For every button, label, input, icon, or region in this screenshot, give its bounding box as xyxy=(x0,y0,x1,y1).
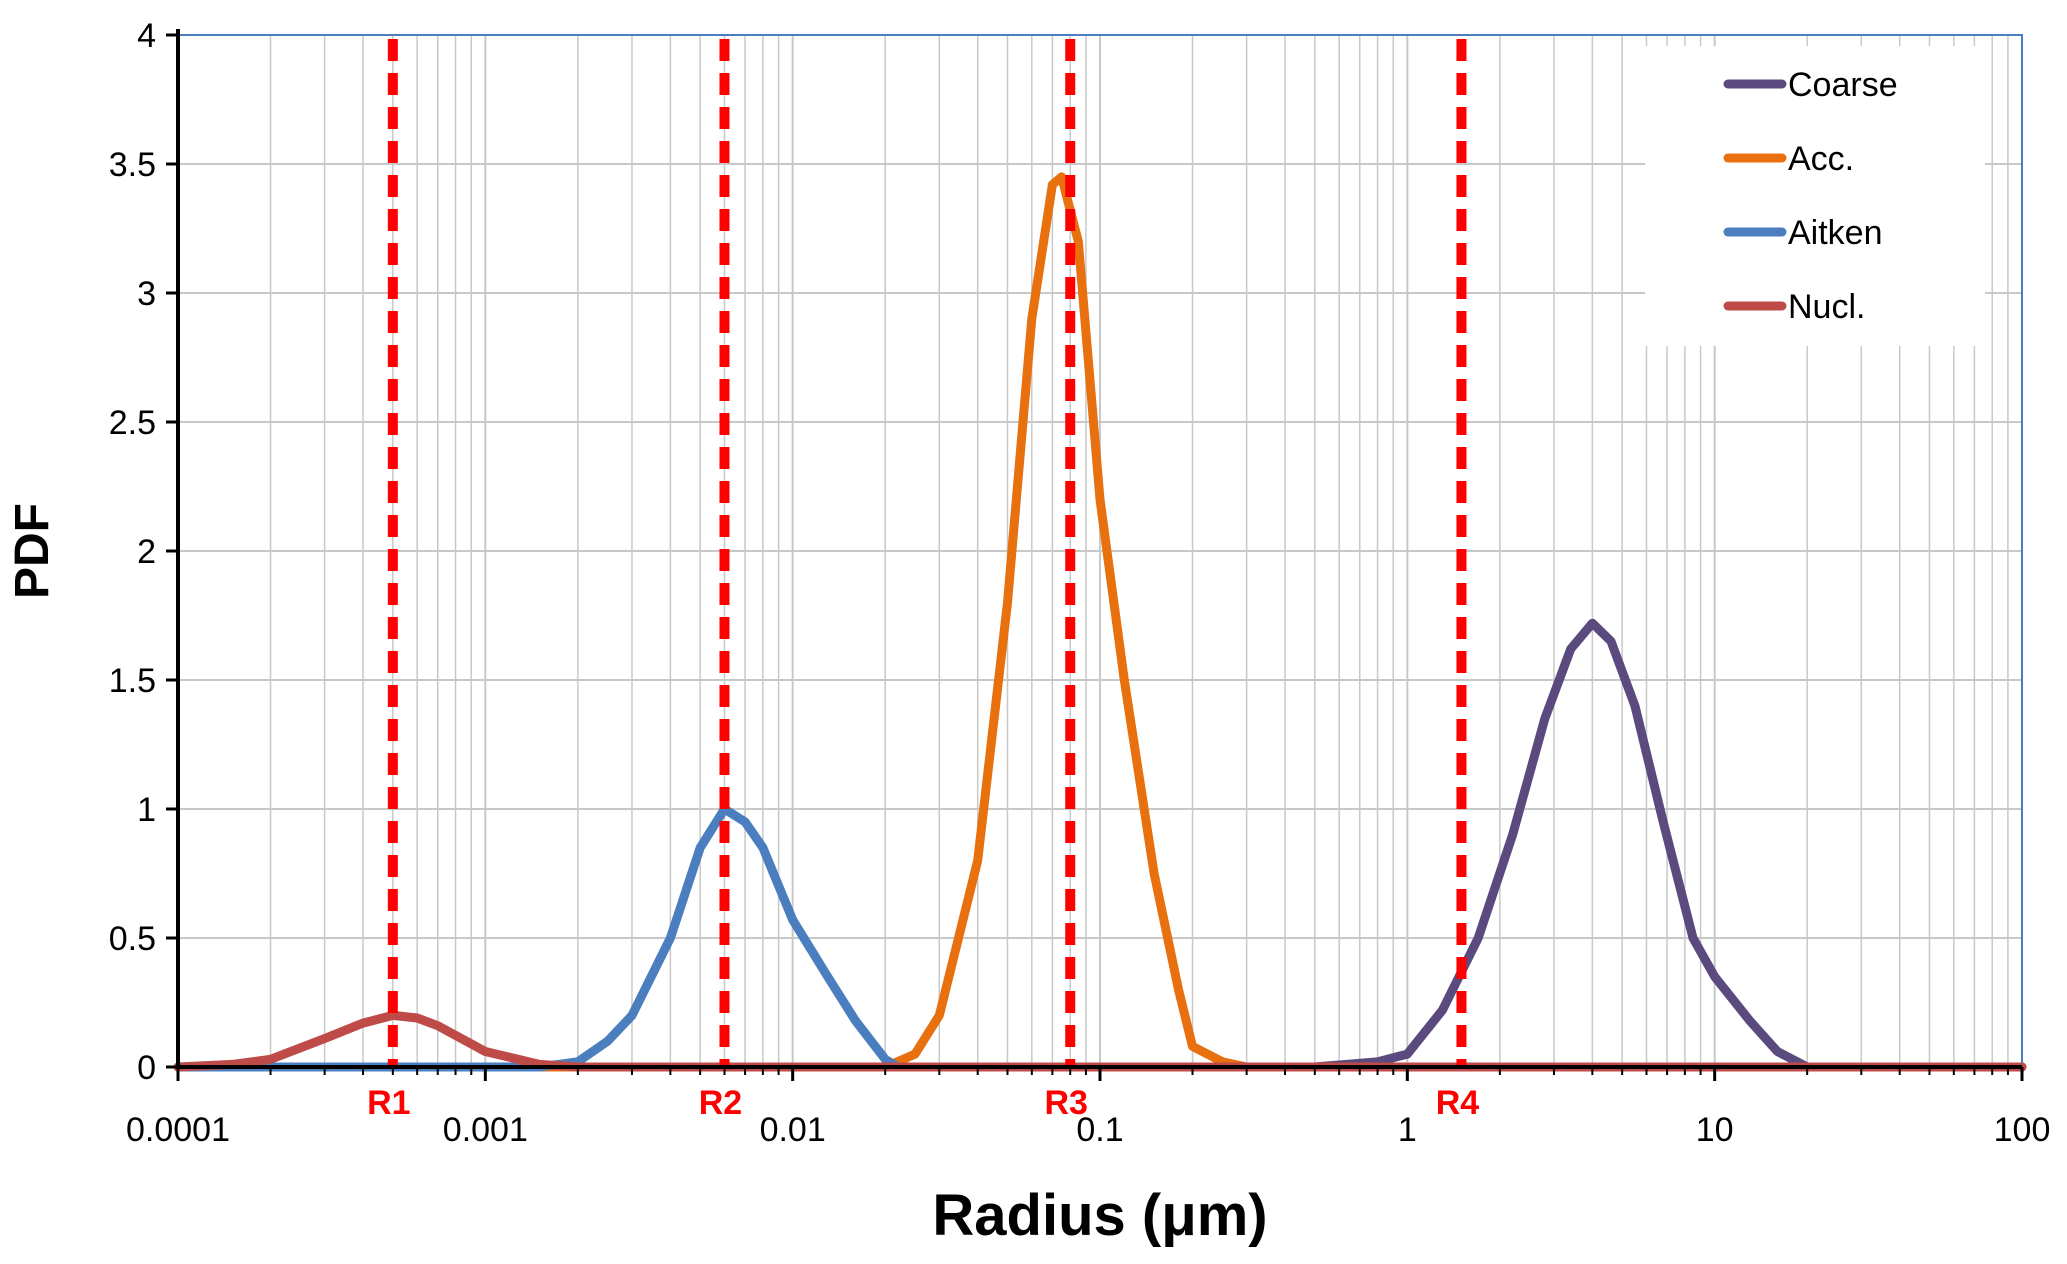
x-tick-label: 0.1 xyxy=(1076,1111,1123,1149)
marker-label-r4: R4 xyxy=(1436,1084,1480,1122)
legend-label: Acc. xyxy=(1788,140,1854,178)
y-axis-title: PDF xyxy=(6,503,59,599)
vertical-markers: R1 R2 R3 R4 xyxy=(367,39,1479,1122)
marker-label-r3: R3 xyxy=(1044,1084,1087,1122)
axes: 0 0.5 1 1.5 2 2.5 3 3.5 4 0.0001 0.001 0.01 0.1 1 10 10… xyxy=(109,17,2051,1149)
series-line-acc xyxy=(173,172,2027,1072)
legend: Coarse Acc. Aitken Nucl. xyxy=(1645,46,1985,346)
y-tick-label: 3 xyxy=(137,275,156,313)
legend-box xyxy=(1645,46,1985,346)
y-tick-label: 1.5 xyxy=(109,662,156,700)
x-axis-title: Radius (μm) xyxy=(932,1183,1267,1248)
x-tick-label: 1 xyxy=(1398,1111,1417,1149)
x-tick-label: 0.01 xyxy=(760,1111,826,1149)
y-tick-label: 2.5 xyxy=(109,404,156,442)
y-tick-label: 4 xyxy=(137,17,156,55)
series-line-coarse xyxy=(173,618,2027,1072)
legend-label: Coarse xyxy=(1788,66,1898,104)
legend-label: Nucl. xyxy=(1788,288,1865,326)
y-tick-label: 2 xyxy=(137,533,156,571)
x-tick-label: 10 xyxy=(1696,1111,1734,1149)
x-tick-label: 100 xyxy=(1994,1111,2051,1149)
series-line-nucl xyxy=(173,1010,2027,1072)
y-tick-label: 3.5 xyxy=(109,146,156,184)
series-line-aitken xyxy=(173,804,2027,1072)
y-tick-label: 1 xyxy=(137,791,156,829)
marker-label-r2: R2 xyxy=(699,1084,742,1122)
x-tick-label: 0.001 xyxy=(443,1111,528,1149)
marker-label-r1: R1 xyxy=(367,1084,410,1122)
legend-label: Aitken xyxy=(1788,214,1883,252)
series-lines xyxy=(173,172,2027,1072)
grid xyxy=(177,34,2022,1068)
y-tick-label: 0.5 xyxy=(109,920,156,958)
y-tick-label: 0 xyxy=(137,1049,156,1087)
x-tick-label: 0.0001 xyxy=(126,1111,230,1149)
